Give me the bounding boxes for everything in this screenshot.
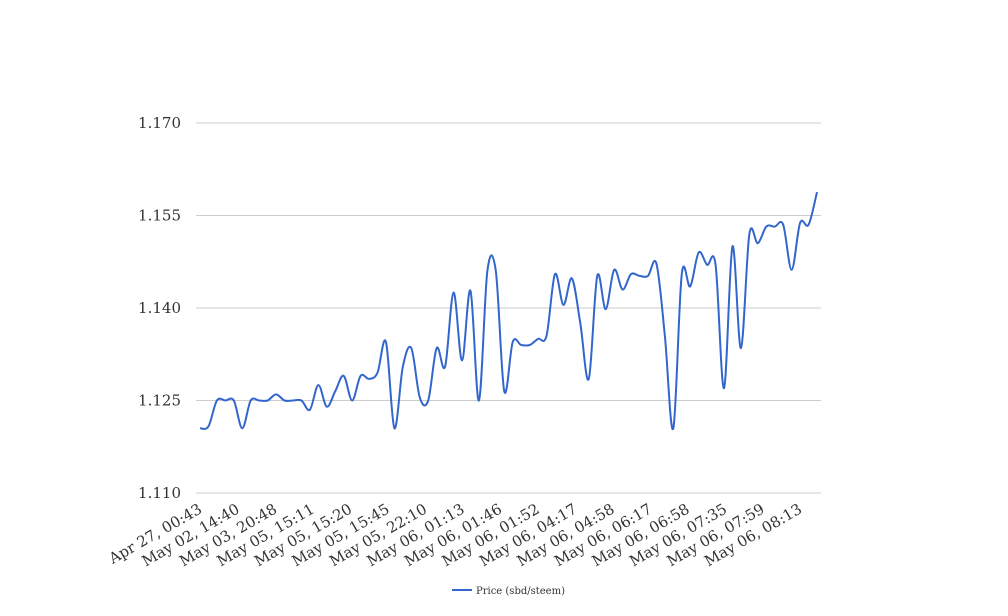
y-axis-ticks: 1.110 1.125 1.140 1.155 1.170 bbox=[138, 114, 181, 502]
y-tick-label: 1.140 bbox=[138, 299, 181, 317]
y-tick-label: 1.125 bbox=[138, 392, 181, 410]
series-layer bbox=[199, 191, 818, 431]
y-tick-label: 1.110 bbox=[138, 484, 181, 502]
gridlines bbox=[196, 122, 821, 494]
legend[interactable]: Price (sbd/steem) bbox=[452, 586, 565, 597]
legend-label: Price (sbd/steem) bbox=[476, 586, 565, 597]
y-tick-label: 1.170 bbox=[138, 114, 181, 132]
y-tick-label: 1.155 bbox=[138, 207, 181, 225]
series-line-price[interactable] bbox=[199, 191, 818, 431]
